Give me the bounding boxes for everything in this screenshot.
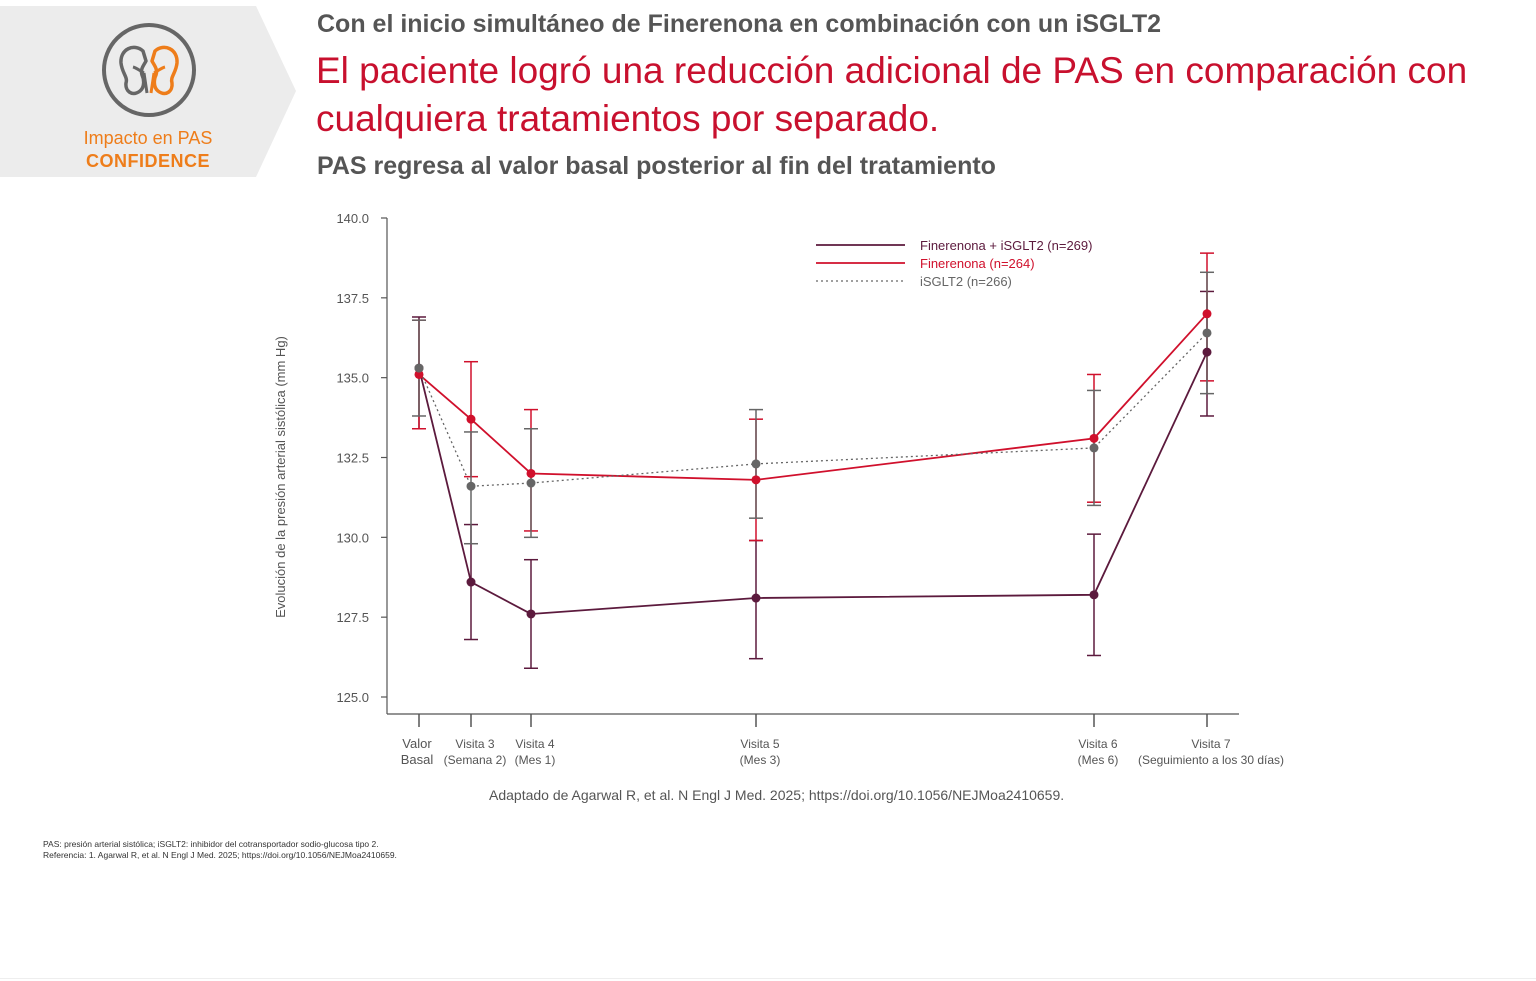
page-subtitle: PAS regresa al valor basal posterior al …: [317, 152, 996, 180]
y-tick-label: 125.0: [336, 690, 369, 705]
source-citation: Adaptado de Agarwal R, et al. N Engl J M…: [489, 787, 1065, 803]
data-point: [1089, 433, 1099, 443]
legend-label: iSGLT2 (n=266): [920, 274, 1012, 289]
kidneys-icon: [102, 23, 196, 117]
y-tick-label: 127.5: [336, 610, 369, 625]
y-axis-label: Evolución de la presión arterial sistóli…: [273, 336, 288, 618]
y-tick-label: 132.5: [336, 451, 369, 466]
footnote-reference: Referencia: 1. Agarwal R, et al. N Engl …: [43, 850, 397, 860]
x-tick-label: (Mes 3): [740, 753, 781, 767]
y-tick-label: 135.0: [336, 371, 369, 386]
page-title: El paciente logró una reducción adiciona…: [316, 50, 1468, 139]
x-tick-label: (Mes 6): [1078, 753, 1119, 767]
data-point: [526, 478, 536, 488]
x-tick-label: Visita 7: [1191, 737, 1230, 751]
data-point: [1089, 443, 1099, 453]
topic-badge: Impacto en PAS CONFIDENCE: [0, 6, 296, 177]
data-point: [1089, 590, 1099, 600]
data-point: [414, 369, 424, 379]
data-point: [466, 481, 476, 491]
badge-title: Impacto en PAS: [83, 128, 213, 148]
footnote-abbreviations: PAS: presión arterial sistólica; iSGLT2:…: [43, 839, 379, 849]
x-tick-label: (Mes 1): [515, 753, 556, 767]
x-tick-label: (Seguimiento a los 30 días): [1138, 753, 1284, 767]
data-point: [414, 363, 424, 373]
bottom-divider: [0, 978, 1536, 979]
y-tick-label: 130.0: [336, 530, 369, 545]
series-line: [418, 332, 1208, 487]
series-line: [418, 351, 1208, 615]
x-tick-label: Visita 6: [1078, 737, 1117, 751]
y-tick-label: 137.5: [336, 291, 369, 306]
data-point: [1202, 328, 1212, 338]
x-tick-label: Visita 5: [740, 737, 779, 751]
legend-label: Finerenona + iSGLT2 (n=269): [920, 238, 1092, 253]
data-point: [526, 609, 536, 619]
data-point: [751, 593, 761, 603]
data-point: [466, 414, 476, 424]
x-tick-label: Visita 3: [455, 737, 494, 751]
x-tick-label: Valor: [402, 736, 432, 751]
data-point: [466, 577, 476, 587]
data-point: [1202, 347, 1212, 357]
heading-lead: Con el inicio simultáneo de Finerenona e…: [317, 10, 1162, 38]
data-point: [751, 475, 761, 485]
data-point: [1202, 309, 1212, 319]
series-line: [418, 313, 1208, 481]
data-point: [526, 468, 536, 478]
x-tick-label: (Semana 2): [444, 753, 507, 767]
x-tick-label: Basal: [401, 752, 434, 767]
x-tick-label: Visita 4: [515, 737, 554, 751]
data-point: [751, 459, 761, 469]
badge-subtitle: CONFIDENCE: [85, 151, 210, 171]
legend-label: Finerenona (n=264): [920, 256, 1035, 271]
y-tick-label: 140.0: [336, 211, 369, 226]
bp-line-chart: 125.0 127.5 130.0 132.5 135.0 137.5 140.0 Evolu…: [273, 211, 1284, 767]
